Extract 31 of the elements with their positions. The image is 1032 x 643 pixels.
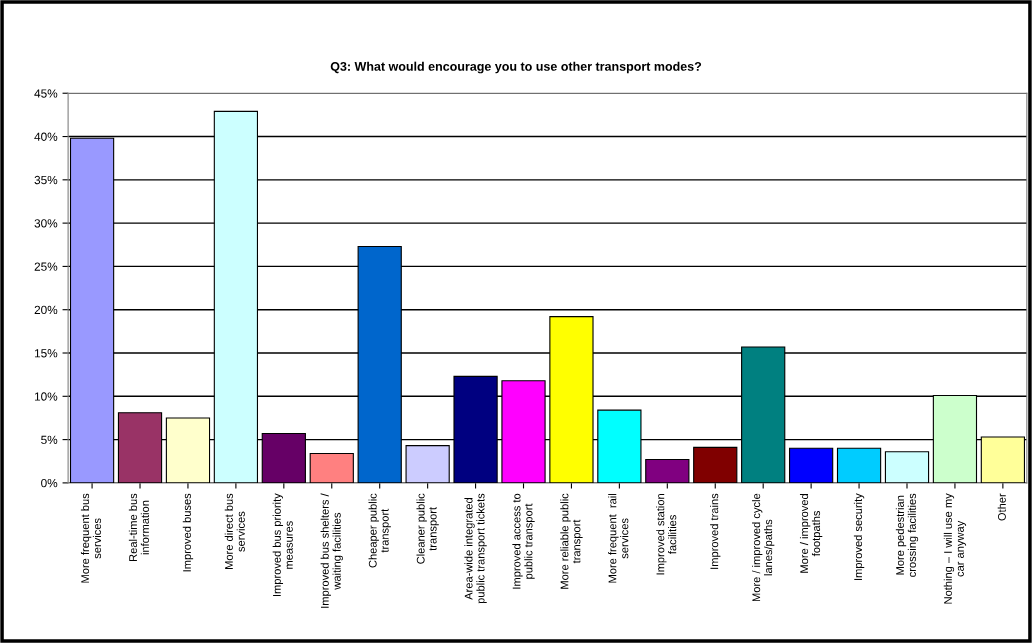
y-tick-label: 45% xyxy=(34,89,58,98)
y-tick-label: 25% xyxy=(34,262,58,271)
x-tick-label: Improved security xyxy=(853,493,865,580)
x-tick-label: More frequent bus services xyxy=(80,493,102,583)
x-tick-label: Improved bus shelters / waiting facilities xyxy=(320,493,343,608)
x-tick-label: Improved buses xyxy=(182,493,194,572)
y-tick-label: 20% xyxy=(34,305,58,315)
x-tick-label: Cleaner public transport xyxy=(416,493,439,564)
x-tick-label: Real-time bus information xyxy=(128,493,149,561)
y-tick-label: 15% xyxy=(34,349,58,358)
x-tick-label: More direct bus services xyxy=(224,493,245,569)
x-tick-label: More reliable public transport xyxy=(560,493,583,589)
y-tick-label: 40% xyxy=(34,132,58,141)
x-tick-label: More / improved cycle lanes/paths xyxy=(752,493,775,602)
x-tick-label: Area-wide integrated public transport tickets xyxy=(464,493,487,604)
x-tick-label: Improved station facilities xyxy=(656,494,677,575)
x-tick-label: More pedestrian crossing facilities xyxy=(895,493,919,577)
x-tick-label: Cheaper public transport xyxy=(368,493,391,568)
x-tick-label: More / improved footpaths xyxy=(799,494,823,573)
y-tick-label: 10% xyxy=(34,392,58,401)
x-tick-label: More frequent rail services xyxy=(608,494,629,583)
chart-title: Q3: What would encourage you to use other transport modes? xyxy=(330,61,702,74)
y-tick-label: 0% xyxy=(41,478,58,488)
x-tick-label: Nothing – I will use my car anyway xyxy=(943,493,967,604)
x-tick-label: Improved bus priority measures xyxy=(272,493,293,597)
x-tick-label: Other xyxy=(997,493,1006,521)
x-tick-label: Improved access to public transport xyxy=(512,493,535,589)
y-tick-label: 5% xyxy=(41,435,58,444)
y-tick-label: 35% xyxy=(34,175,58,185)
x-tick-label: Improved trains xyxy=(710,493,721,569)
y-tick-label: 30% xyxy=(34,219,58,228)
